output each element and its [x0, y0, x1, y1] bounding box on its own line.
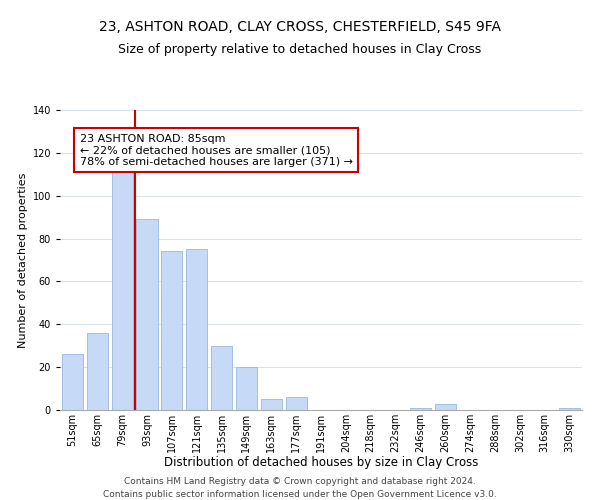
Text: Contains public sector information licensed under the Open Government Licence v3: Contains public sector information licen… [103, 490, 497, 499]
Bar [435, 404, 456, 410]
Bar [136, 220, 158, 410]
Bar [261, 400, 282, 410]
Bar [112, 157, 133, 410]
Bar [559, 408, 580, 410]
Bar [161, 252, 182, 410]
X-axis label: Distribution of detached houses by size in Clay Cross: Distribution of detached houses by size … [164, 456, 478, 469]
Bar [286, 397, 307, 410]
Text: Contains HM Land Registry data © Crown copyright and database right 2024.: Contains HM Land Registry data © Crown c… [124, 478, 476, 486]
Bar [186, 250, 207, 410]
Text: 23, ASHTON ROAD, CLAY CROSS, CHESTERFIELD, S45 9FA: 23, ASHTON ROAD, CLAY CROSS, CHESTERFIEL… [99, 20, 501, 34]
Bar [62, 354, 83, 410]
Text: 23 ASHTON ROAD: 85sqm
← 22% of detached houses are smaller (105)
78% of semi-det: 23 ASHTON ROAD: 85sqm ← 22% of detached … [80, 134, 353, 167]
Bar [236, 367, 257, 410]
Bar [87, 333, 108, 410]
Text: Size of property relative to detached houses in Clay Cross: Size of property relative to detached ho… [118, 42, 482, 56]
Bar [410, 408, 431, 410]
Bar [211, 346, 232, 410]
Y-axis label: Number of detached properties: Number of detached properties [19, 172, 28, 348]
